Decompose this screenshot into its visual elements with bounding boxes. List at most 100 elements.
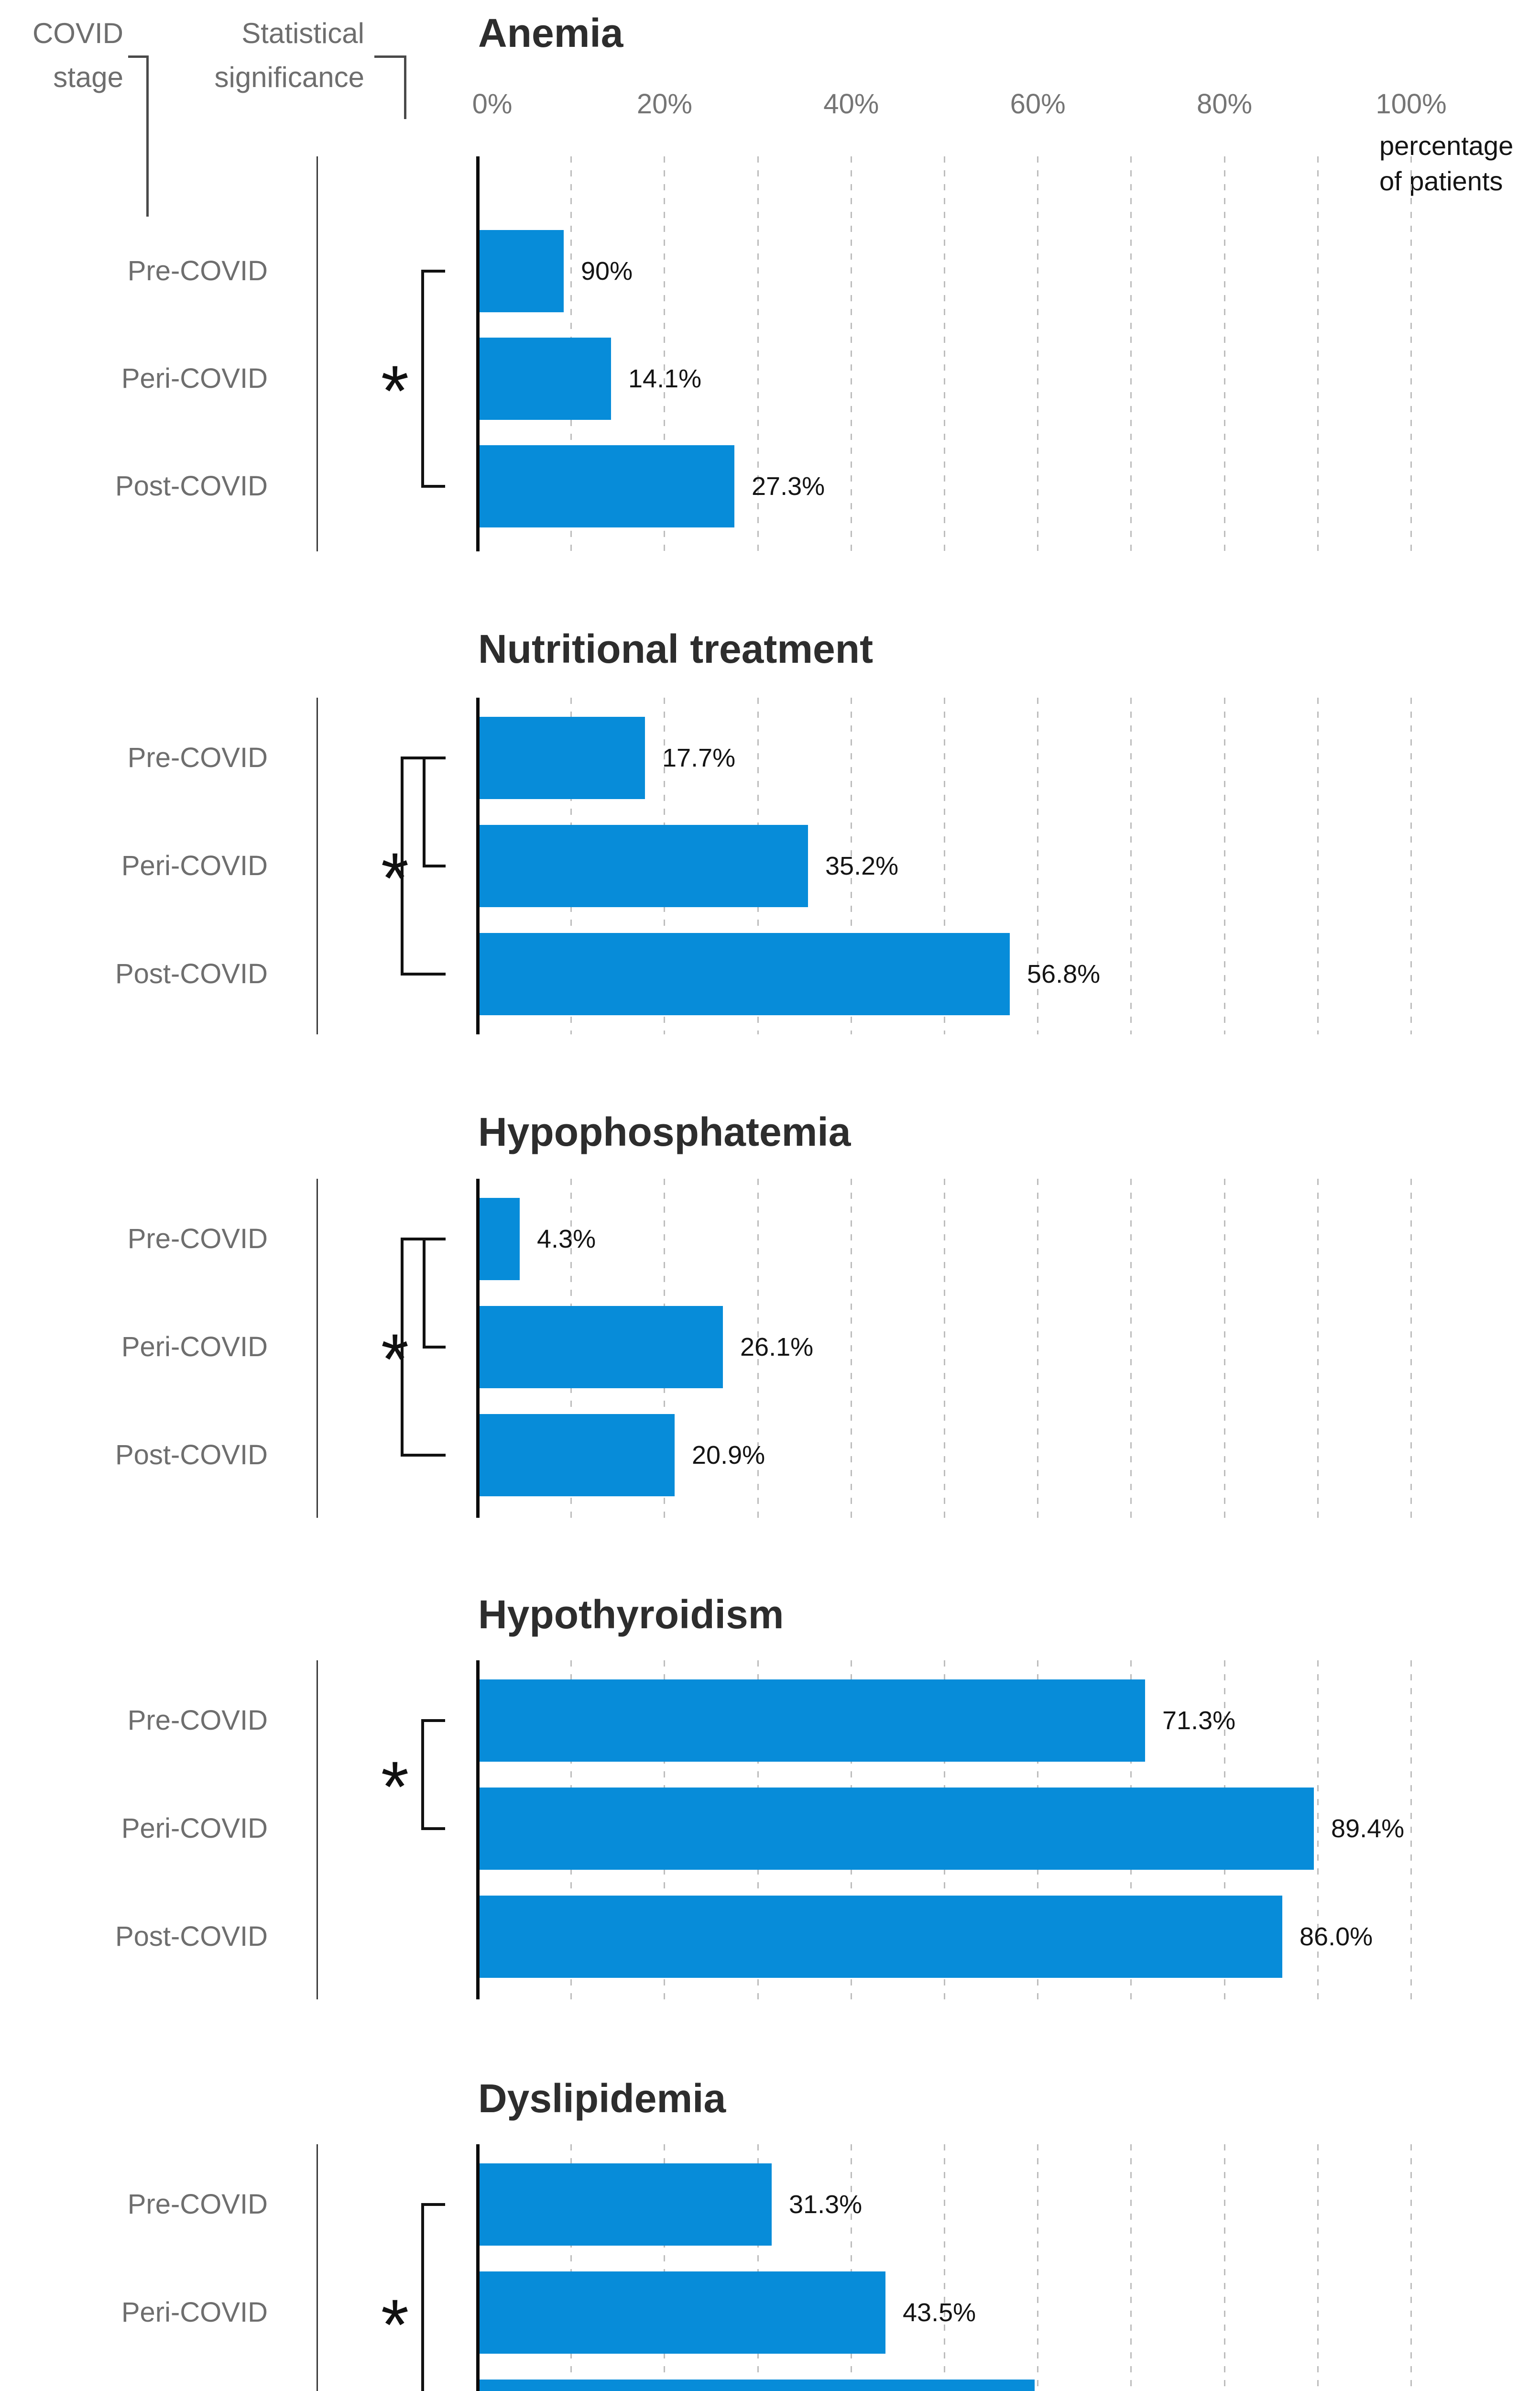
- bar-peri-covid: [480, 1788, 1314, 1870]
- category-label-pre-covid: Pre-COVID: [127, 1223, 268, 1254]
- bar-pre-covid: [480, 1679, 1145, 1762]
- gridline: [757, 156, 759, 551]
- gridline: [1223, 1179, 1225, 1518]
- gridline: [570, 2144, 572, 2391]
- bar-peri-covid: [480, 2271, 885, 2354]
- gridline: [1130, 156, 1132, 551]
- gridline: [1317, 1179, 1319, 1518]
- bar-pre-covid: [480, 230, 564, 312]
- covid-stage-bracket-icon: [128, 55, 149, 217]
- significance-bracket: [421, 2203, 445, 2391]
- category-label-peri-covid: Peri-COVID: [121, 363, 268, 394]
- value-label: 89.4%: [1331, 1814, 1405, 1843]
- category-separator-line: [317, 698, 318, 1034]
- value-label: 17.7%: [662, 744, 736, 772]
- value-label: 86.0%: [1300, 1922, 1373, 1951]
- value-label: 35.2%: [825, 852, 899, 880]
- gridline: [757, 1179, 759, 1518]
- bar-post-covid: [480, 445, 734, 527]
- significance-bracket: [421, 1719, 445, 1830]
- statistical-significance-bracket-icon: [374, 55, 406, 119]
- gridline: [1037, 2144, 1039, 2391]
- gridline: [1130, 2144, 1132, 2391]
- value-label: 20.9%: [692, 1441, 765, 1470]
- section-title: Dyslipidemia: [478, 2076, 726, 2121]
- gridline: [1317, 698, 1319, 1034]
- gridline: [664, 2144, 666, 2391]
- x-tick-label: 0%: [472, 88, 513, 120]
- bar-post-covid: [480, 2380, 1035, 2391]
- section-title: Nutritional treatment: [478, 626, 874, 671]
- x-tick-label: 40%: [823, 88, 879, 120]
- x-tick-label: 80%: [1197, 88, 1253, 120]
- y-axis-line: [476, 1660, 480, 1999]
- bar-post-covid: [480, 933, 1010, 1015]
- bar-pre-covid: [480, 1198, 520, 1280]
- bar-pre-covid: [480, 717, 645, 799]
- gridline: [1410, 698, 1412, 1034]
- gridline: [1410, 1179, 1412, 1518]
- gridline: [664, 156, 666, 551]
- gridline: [850, 698, 852, 1034]
- statistical-significance-legend: Statistical significance: [214, 17, 364, 93]
- gridline: [1037, 1179, 1039, 1518]
- significance-asterisk: *: [381, 2284, 409, 2365]
- gridline: [944, 156, 945, 551]
- value-label: 26.1%: [740, 1333, 814, 1361]
- category-label-post-covid: Post-COVID: [115, 958, 268, 989]
- y-axis-line: [476, 698, 480, 1034]
- bar-peri-covid: [480, 825, 808, 907]
- category-label-peri-covid: Peri-COVID: [121, 850, 268, 881]
- section-title: Hypophosphatemia: [478, 1109, 851, 1154]
- significance-bracket: [421, 270, 445, 488]
- y-axis-line: [476, 156, 480, 551]
- value-label: 71.3%: [1162, 1706, 1236, 1735]
- value-label: 31.3%: [789, 2190, 863, 2219]
- value-label: 4.3%: [537, 1225, 596, 1253]
- value-label: 43.5%: [903, 2298, 976, 2327]
- gridline: [1223, 2144, 1225, 2391]
- gridline: [757, 2144, 759, 2391]
- x-tick-label: 20%: [636, 88, 692, 120]
- gridline: [1037, 698, 1039, 1034]
- category-label-peri-covid: Peri-COVID: [121, 1813, 268, 1844]
- bar-pre-covid: [480, 2163, 772, 2246]
- gridline: [1317, 156, 1319, 551]
- category-label-post-covid: Post-COVID: [115, 471, 268, 502]
- y-axis-line: [476, 1179, 480, 1518]
- category-label-pre-covid: Pre-COVID: [127, 255, 268, 286]
- significance-bracket: [401, 757, 446, 976]
- category-separator-line: [317, 1660, 318, 1999]
- gridline: [1037, 156, 1039, 551]
- covid-stage-legend: COVID stage: [32, 17, 123, 93]
- gridline: [850, 1179, 852, 1518]
- category-label-post-covid: Post-COVID: [115, 1439, 268, 1470]
- significance-asterisk: *: [381, 1319, 409, 1399]
- category-label-pre-covid: Pre-COVID: [127, 2189, 268, 2220]
- gridline: [944, 1179, 945, 1518]
- category-label-post-covid: Post-COVID: [115, 1921, 268, 1952]
- category-label-pre-covid: Pre-COVID: [127, 1705, 268, 1736]
- significance-bracket: [401, 1238, 446, 1457]
- category-label-pre-covid: Pre-COVID: [127, 742, 268, 773]
- bar-peri-covid: [480, 1306, 723, 1388]
- significance-asterisk: *: [381, 1746, 409, 1827]
- significance-asterisk: *: [381, 351, 409, 431]
- x-axis-title: percentage of patients: [1379, 131, 1514, 196]
- gridline: [850, 2144, 852, 2391]
- category-label-peri-covid: Peri-COVID: [121, 2297, 268, 2328]
- gridline: [1410, 156, 1412, 551]
- x-tick-label: 60%: [1010, 88, 1066, 120]
- value-label: 56.8%: [1027, 960, 1101, 988]
- bar-post-covid: [480, 1896, 1282, 1978]
- category-separator-line: [317, 2144, 318, 2391]
- bar-post-covid: [480, 1414, 675, 1496]
- gridline: [1317, 2144, 1319, 2391]
- gridline: [1410, 2144, 1412, 2391]
- significance-asterisk: *: [381, 838, 409, 918]
- category-separator-line: [317, 1179, 318, 1518]
- gridline: [1223, 698, 1225, 1034]
- value-label: 27.3%: [752, 472, 825, 501]
- x-tick-label: 100%: [1376, 88, 1447, 120]
